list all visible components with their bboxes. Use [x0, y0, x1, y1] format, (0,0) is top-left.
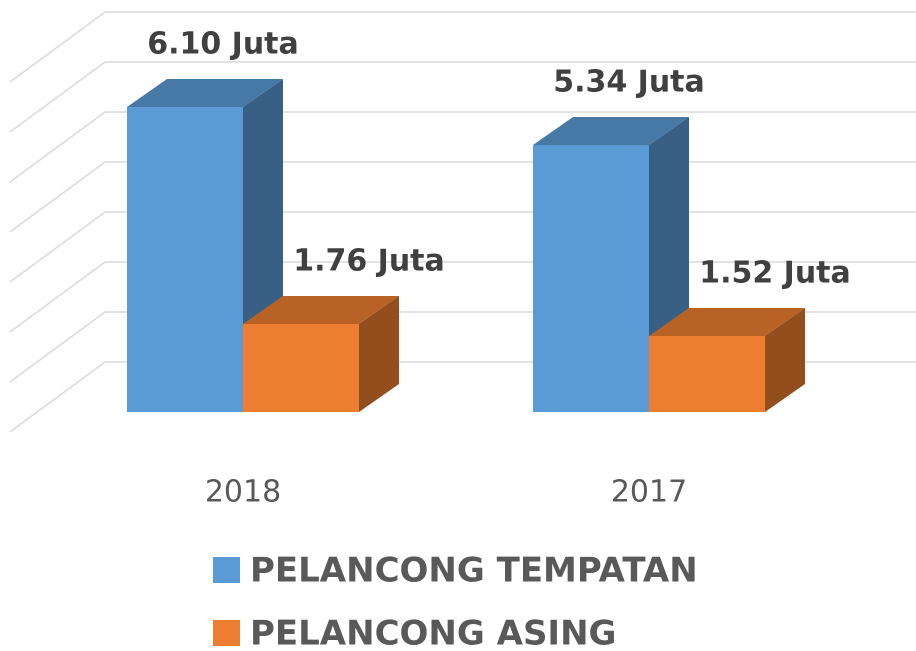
bar [243, 324, 359, 412]
legend-swatch [213, 557, 240, 583]
data-label: 1.76 Juta [293, 244, 445, 279]
data-label: 1.52 Juta [699, 256, 851, 291]
x-tick-label: 2018 [205, 475, 281, 510]
bar-top [243, 296, 399, 324]
bar-top [127, 79, 283, 107]
bar-side [765, 308, 805, 412]
grid-line [9, 61, 916, 133]
legend-swatch [213, 620, 240, 646]
bar-side [359, 296, 399, 412]
bar-top [649, 308, 805, 336]
data-label: 5.34 Juta [553, 65, 705, 100]
grid-line [9, 11, 916, 83]
x-tick-label: 2017 [611, 475, 687, 510]
bar-top [533, 117, 689, 145]
bar [649, 336, 765, 412]
data-label: 6.10 Juta [147, 27, 299, 62]
bar [533, 145, 649, 412]
grid-line [9, 111, 916, 183]
legend-label: PELANCONG ASING [250, 614, 616, 651]
bar [127, 107, 243, 412]
legend-label: PELANCONG TEMPATAN [250, 551, 698, 591]
